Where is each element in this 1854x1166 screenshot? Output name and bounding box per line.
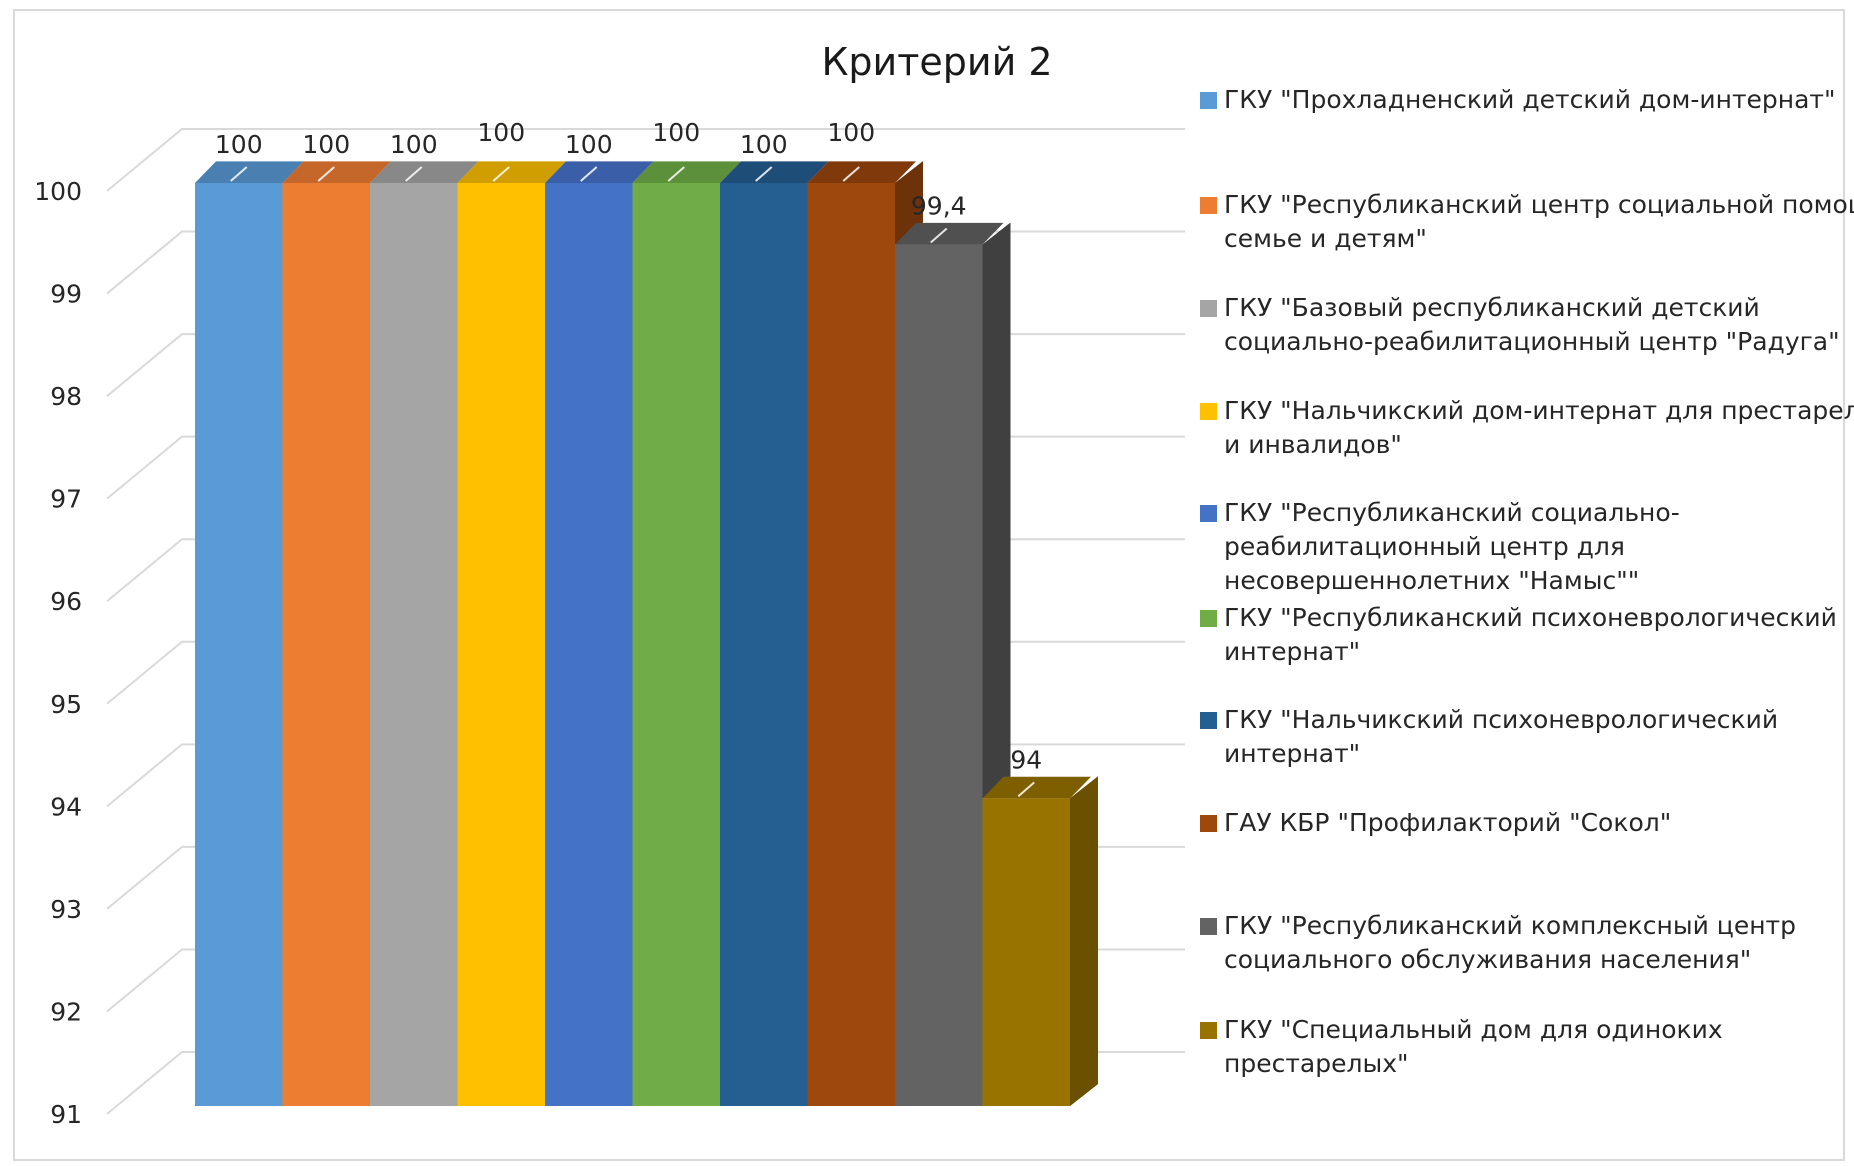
bar-top — [982, 776, 1091, 799]
y-tick-label: 98 — [50, 382, 82, 411]
bar-front — [457, 183, 545, 1106]
bar-top — [195, 161, 304, 183]
data-label: 100 — [215, 130, 263, 159]
legend-entry-text: социального обслуживания населения" — [1224, 945, 1751, 974]
y-tick-label: 99 — [50, 280, 82, 309]
data-label: 100 — [740, 130, 788, 159]
data-label-leader — [492, 166, 510, 182]
gridline — [106, 128, 1185, 192]
legend-entry-text: ГКУ "Республиканский психоневрологически… — [1224, 603, 1837, 632]
bar-top — [720, 161, 829, 183]
data-label-leader — [317, 166, 335, 182]
data-label: 100 — [302, 130, 350, 159]
data-label: 100 — [827, 118, 875, 147]
bar-top — [545, 161, 654, 183]
legend-entry-text: ГКУ "Специальный дом для одиноких — [1224, 1015, 1723, 1044]
bar-top — [895, 222, 1004, 245]
legend-swatch — [1200, 815, 1217, 832]
legend-entry-text: несовершеннолетних "Намыс"" — [1224, 566, 1639, 595]
bar-top — [807, 161, 916, 183]
bar-side — [982, 222, 1011, 799]
legend-entry-text: ГАУ КБР "Профилакторий "Сокол" — [1224, 808, 1671, 837]
bar-top — [370, 161, 479, 183]
legend-swatch — [1200, 610, 1217, 627]
chart-title: Критерий 2 — [821, 40, 1052, 84]
bar-side — [1070, 776, 1098, 1106]
legend-swatch — [1200, 712, 1217, 729]
data-label: 100 — [390, 130, 438, 159]
legend: ГКУ "Прохладненский детский дом-интернат… — [1200, 85, 1854, 1078]
legend-swatch — [1200, 1022, 1217, 1039]
legend-entry-text: ГКУ "Базовый республиканский детский — [1224, 293, 1760, 322]
bar-front — [982, 798, 1070, 1106]
y-axis-ticks: 91 92 93 94 95 96 97 98 99 100 — [34, 177, 82, 1129]
bar-front — [370, 183, 458, 1106]
y-tick-label: 100 — [34, 177, 82, 206]
bar-front — [195, 183, 283, 1106]
legend-entry-text: ГКУ "Нальчикский психоневрологический — [1224, 705, 1778, 734]
legend-entry-text: интернат" — [1224, 739, 1360, 768]
y-tick-label: 94 — [50, 792, 82, 821]
data-label: 100 — [565, 130, 613, 159]
data-label: 94 — [1010, 745, 1042, 774]
y-tick-label: 96 — [50, 587, 82, 616]
y-tick-label: 95 — [50, 690, 82, 719]
legend-entry-text: престарелых" — [1224, 1049, 1409, 1078]
legend-swatch — [1200, 918, 1217, 935]
bar-front — [807, 183, 895, 1106]
legend-entry-text: ГКУ "Нальчикский дом-интернат для преста… — [1224, 396, 1854, 425]
data-label: 99,4 — [911, 192, 967, 221]
bar-front — [545, 183, 633, 1106]
legend-swatch — [1200, 300, 1217, 317]
data-label: 100 — [477, 118, 525, 147]
y-tick-label: 92 — [50, 997, 82, 1026]
legend-entry-text: социально-реабилитационный центр "Радуга… — [1224, 327, 1840, 356]
legend-entry-text: ГКУ "Республиканский социально- — [1224, 498, 1680, 527]
data-label-leader — [580, 166, 598, 182]
bars — [195, 161, 1098, 1107]
bar-top — [632, 161, 741, 183]
legend-swatch — [1200, 92, 1217, 109]
data-labels: 100 100 100 100 100 100 100 100 99,4 94 — [215, 118, 1042, 798]
legend-entry-text: семье и детям" — [1224, 224, 1427, 253]
bar-front — [895, 244, 983, 1107]
bar-top — [282, 161, 391, 183]
legend-entry-text: и инвалидов" — [1224, 430, 1402, 459]
data-label-leader — [1017, 781, 1035, 798]
bar-top — [457, 161, 566, 183]
data-label-leader — [405, 166, 423, 182]
data-label-leader — [930, 227, 948, 244]
bar-front — [720, 183, 808, 1106]
legend-swatch — [1200, 403, 1217, 420]
bar-front — [282, 183, 370, 1106]
legend-entry-text: ГКУ "Республиканский комплексный центр — [1224, 911, 1796, 940]
data-label: 100 — [652, 118, 700, 147]
data-label-leader — [667, 166, 685, 182]
data-label-leader — [230, 166, 248, 182]
legend-entry-text: интернат" — [1224, 637, 1360, 666]
bar-front — [632, 183, 720, 1106]
legend-swatch — [1200, 197, 1217, 214]
y-tick-label: 91 — [50, 1100, 82, 1129]
legend-swatch — [1200, 505, 1217, 522]
legend-entry-text: ГКУ "Прохладненский детский дом-интернат… — [1224, 85, 1836, 114]
y-tick-label: 97 — [50, 485, 82, 514]
y-tick-label: 93 — [50, 895, 82, 924]
data-label-leader — [842, 166, 860, 182]
data-label-leader — [755, 166, 773, 182]
legend-entry-text: реабилитационный центр для — [1224, 532, 1625, 561]
legend-entry-text: ГКУ "Республиканский центр социальной по… — [1224, 190, 1854, 219]
